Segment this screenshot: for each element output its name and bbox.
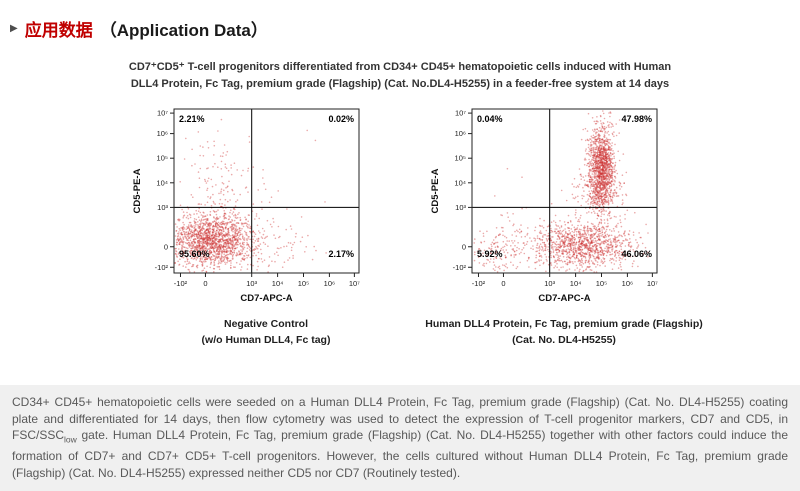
description-panel: CD34+ CD45+ hematopoietic cells were see…: [0, 385, 800, 491]
plot-border: [173, 108, 360, 274]
y-axis-label: CD5-PE-A: [132, 169, 143, 214]
y-tick-label: 10⁴: [454, 178, 466, 187]
description-part2: gate. Human DLL4 Protein, Fc Tag, premiu…: [12, 428, 788, 480]
y-axis-label: CD5-PE-A: [430, 169, 441, 214]
y-tick-label: 10⁷: [157, 109, 168, 118]
x-tick-label: -10²: [174, 279, 188, 288]
quadrant-stat-top-right: 47.98%: [621, 114, 652, 124]
quadrant-stat-top-left: 0.04%: [477, 114, 503, 124]
x-tick-label: 10³: [544, 279, 555, 288]
description-text: CD34+ CD45+ hematopoietic cells were see…: [12, 394, 788, 481]
y-tick-label: 10³: [157, 203, 168, 212]
flow-scatter-plot-negative-control: -10² 0 10³ 10⁴ 10⁵ 10⁶ 10⁷ -10² 0 10³ 10⁴ 10⁵ 10⁶ 10⁷…: [132, 108, 360, 304]
quadrant-stat-bottom-right: 2.17%: [328, 249, 354, 259]
x-tick-label: 10⁶: [622, 279, 633, 288]
x-tick-label: 0: [501, 279, 505, 288]
flow-scatter-plot-dll4-treated: -10² 0 10³ 10⁴ 10⁵ 10⁶ 10⁷ -10² 0 10³ 10⁴ 10⁵ 10⁶ 10⁷…: [430, 108, 658, 304]
x-tick-label: 10⁴: [570, 279, 582, 288]
figure-title: CD7⁺CD5⁺ T-cell progenitors differentiat…: [0, 59, 800, 93]
figure-negative-control: -10² 0 10³ 10⁴ 10⁵ 10⁶ 10⁷ -10² 0 10³ 10⁴ 10⁵ 10⁶ 10⁷…: [126, 103, 376, 349]
y-tick-label: -10²: [453, 263, 467, 272]
quadrant-stat-bottom-left: 5.92%: [477, 249, 503, 259]
x-tick-label: 10⁷: [647, 279, 658, 288]
x-axis-label: CD7-APC-A: [538, 293, 590, 304]
x-axis-label: CD7-APC-A: [240, 293, 292, 304]
scatter-points: [174, 118, 327, 273]
description-subscript: low: [64, 434, 77, 445]
y-tick-label: 10³: [455, 203, 466, 212]
x-tick-label: 10⁶: [324, 279, 335, 288]
plot-area: [174, 109, 359, 274]
figure-title-line1: CD7⁺CD5⁺ T-cell progenitors differentiat…: [128, 61, 672, 73]
x-tick-label: 10⁵: [596, 279, 607, 288]
y-tick-label: 10⁵: [157, 154, 168, 163]
y-tick-label: 0: [462, 242, 466, 251]
description-part1: CD34+ CD45+ hematopoietic cells were see…: [12, 395, 788, 443]
plot-border: [471, 108, 658, 274]
y-tick-label: -10²: [155, 263, 169, 272]
quadrant-stat-top-right: 0.02%: [328, 114, 354, 124]
y-tick-label: 10⁴: [156, 178, 168, 187]
quadrant-stat-bottom-right: 46.06%: [621, 249, 652, 259]
figure-dll4-treated: -10² 0 10³ 10⁴ 10⁵ 10⁶ 10⁷ -10² 0 10³ 10⁴ 10⁵ 10⁶ 10⁷…: [424, 103, 703, 349]
x-tick-label: 0: [203, 279, 207, 288]
x-tick-label: 10⁵: [298, 279, 309, 288]
y-tick-label: 10⁵: [455, 154, 466, 163]
plots-row: -10² 0 10³ 10⁴ 10⁵ 10⁶ 10⁷ -10² 0 10³ 10⁴ 10⁵ 10⁶ 10⁷…: [0, 103, 800, 349]
section-title-en: （Application Data）: [99, 21, 268, 40]
section-arrow-icon: ▶: [10, 22, 18, 34]
x-tick-label: 10⁷: [349, 279, 360, 288]
plot-caption-dll4-treated: Human DLL4 Protein, Fc Tag, premium grad…: [404, 317, 724, 349]
section-header: ▶ 应用数据 （Application Data）: [0, 0, 800, 41]
quadrant-stat-top-left: 2.21%: [179, 114, 205, 124]
x-tick-label: 10⁴: [272, 279, 284, 288]
plot-area: [472, 109, 657, 274]
y-tick-label: 10⁶: [455, 129, 466, 138]
x-tick-label: -10²: [472, 279, 486, 288]
y-tick-label: 10⁶: [157, 129, 168, 138]
plot-caption-negative-control: Negative Control (w/o Human DLL4, Fc tag…: [106, 317, 426, 349]
quadrant-stat-bottom-left: 95.60%: [179, 249, 210, 259]
plot-caption-line1: Negative Control: [223, 318, 308, 331]
x-tick-label: 10³: [246, 279, 257, 288]
plot-caption-line1: Human DLL4 Protein, Fc Tag, premium grad…: [425, 318, 703, 331]
scatter-points: [473, 110, 649, 273]
y-tick-label: 10⁷: [455, 109, 466, 118]
figure-title-line2: DLL4 Protein, Fc Tag, premium grade (Fla…: [130, 78, 670, 91]
y-tick-label: 0: [164, 242, 168, 251]
plot-caption-line2: (Cat. No. DL4-H5255): [512, 333, 616, 346]
section-title-zh: 应用数据: [24, 21, 93, 40]
plot-caption-line2: (w/o Human DLL4, Fc tag): [201, 333, 331, 346]
